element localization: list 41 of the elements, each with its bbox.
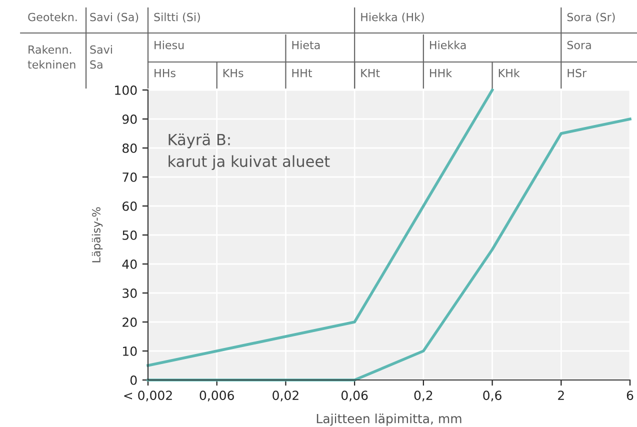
x-axis-title: Lajitteen läpimitta, mm (316, 414, 462, 426)
text: HHt (292, 68, 312, 78)
y-tick-label: 20 (122, 317, 137, 327)
y-axis-title: Läpäisy-% (92, 207, 103, 262)
text: Sora (567, 40, 591, 50)
text: Hiekka (Hk) (361, 12, 424, 23)
text: HSr (568, 68, 587, 78)
text: Geotekn. (28, 12, 77, 22)
y-tick-label: 80 (122, 143, 137, 153)
y-tick-label: 70 (122, 172, 137, 182)
line-series (146, 88, 494, 367)
text: Hiekka (430, 40, 466, 50)
y-tick-label: 60 (122, 201, 137, 211)
y-tick-label: 30 (122, 288, 137, 298)
y-tick-label: 0 (130, 375, 137, 385)
text: Siltti (Si) (154, 12, 200, 23)
x-tick-label: 0,006 (200, 390, 234, 402)
text: KHk (498, 68, 520, 78)
text: Rakenn. tekninen (28, 45, 76, 69)
x-tick-label: 0,6 (483, 390, 502, 402)
y-tick-label: 40 (122, 259, 137, 269)
annotation: Käyrä B: karut ja kuivat alueet (168, 134, 330, 170)
text: Hieta (292, 40, 320, 50)
y-tick-label: 50 (122, 230, 137, 240)
text: KHs (223, 68, 244, 78)
text: HHk (430, 68, 452, 78)
text: HHs (154, 68, 176, 78)
y-tick-label: 90 (122, 114, 137, 124)
text: Hiesu (154, 40, 184, 50)
x-tick-label: 0,06 (341, 390, 368, 402)
y-tick-label: 10 (123, 346, 137, 356)
x-tick-label: 2 (558, 390, 564, 400)
x-tick-label: < 0,002 (124, 390, 172, 402)
x-tick-label: 6 (626, 390, 634, 400)
text: Savi (Sa) (90, 12, 138, 23)
x-tick-label: 0,02 (272, 390, 298, 402)
text: Savi Sa (90, 45, 112, 69)
x-tick-label: 0,2 (414, 390, 432, 402)
y-tick-label: 100 (115, 85, 137, 95)
text: Sora (Sr) (567, 12, 615, 23)
text: KHt (361, 68, 380, 78)
